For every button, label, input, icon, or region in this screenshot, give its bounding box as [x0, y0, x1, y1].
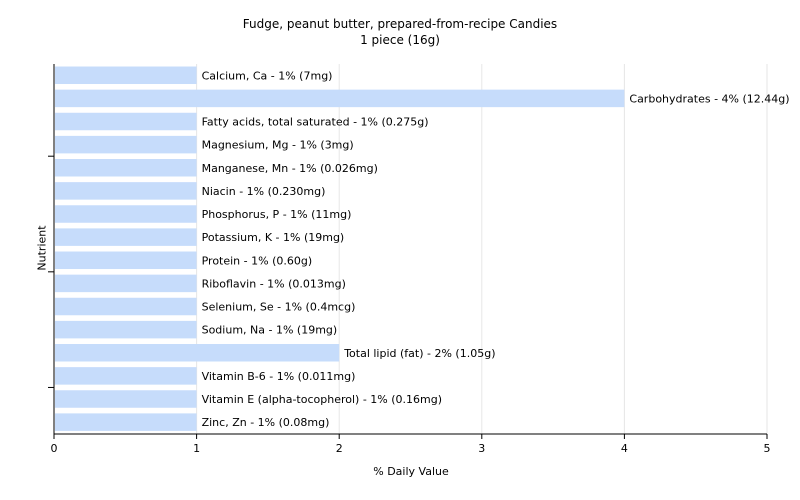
bar-data-label: Zinc, Zn - 1% (0.08mg) — [202, 416, 330, 429]
x-tick-label: 2 — [336, 442, 343, 455]
bar — [55, 89, 625, 108]
bar — [55, 135, 197, 154]
bar-data-label: Potassium, K - 1% (19mg) — [202, 231, 345, 244]
bar — [55, 66, 197, 85]
bar-data-label: Vitamin E (alpha-tocopherol) - 1% (0.16m… — [202, 393, 442, 406]
bar — [55, 159, 197, 177]
x-tick-label: 0 — [51, 442, 58, 455]
x-tick-label: 4 — [621, 442, 628, 455]
bar — [55, 251, 197, 270]
x-tick-label: 3 — [478, 442, 485, 455]
bar-data-label: Magnesium, Mg - 1% (3mg) — [202, 139, 354, 152]
bar — [55, 413, 197, 431]
x-tick-label: 5 — [764, 442, 771, 455]
bar-data-label: Carbohydrates - 4% (12.44g) — [629, 92, 789, 105]
bar-data-label: Calcium, Ca - 1% (7mg) — [202, 69, 333, 82]
bar-data-label: Selenium, Se - 1% (0.4mcg) — [202, 301, 356, 314]
bar — [55, 297, 197, 316]
y-axis-label: Nutrient — [35, 225, 49, 271]
bar — [55, 320, 197, 339]
chart-title-block: Fudge, peanut butter, prepared-from-reci… — [0, 16, 800, 48]
bar — [55, 228, 197, 246]
bar-data-label: Total lipid (fat) - 2% (1.05g) — [343, 347, 495, 360]
bar-data-label: Manganese, Mn - 1% (0.026mg) — [202, 162, 378, 175]
bar-data-label: Vitamin B-6 - 1% (0.011mg) — [202, 370, 356, 383]
bar — [55, 367, 197, 385]
chart-title: Fudge, peanut butter, prepared-from-reci… — [242, 17, 558, 31]
bar — [55, 390, 197, 408]
bar-data-label: Niacin - 1% (0.230mg) — [202, 185, 326, 198]
bar — [55, 112, 197, 131]
bar-data-label: Sodium, Na - 1% (19mg) — [202, 324, 338, 337]
bar — [55, 182, 197, 200]
bar-data-label: Fatty acids, total saturated - 1% (0.275… — [202, 116, 429, 129]
bar — [55, 205, 197, 223]
bar — [55, 344, 340, 362]
bar-data-label: Phosphorus, P - 1% (11mg) — [202, 208, 352, 221]
x-axis-label: % Daily Value — [373, 465, 449, 478]
chart-subtitle: 1 piece (16g) — [360, 33, 440, 47]
x-tick-label: 1 — [193, 442, 200, 455]
bar-data-label: Riboflavin - 1% (0.013mg) — [202, 277, 346, 290]
bar — [55, 274, 197, 293]
bar-data-label: Protein - 1% (0.60g) — [202, 254, 313, 267]
